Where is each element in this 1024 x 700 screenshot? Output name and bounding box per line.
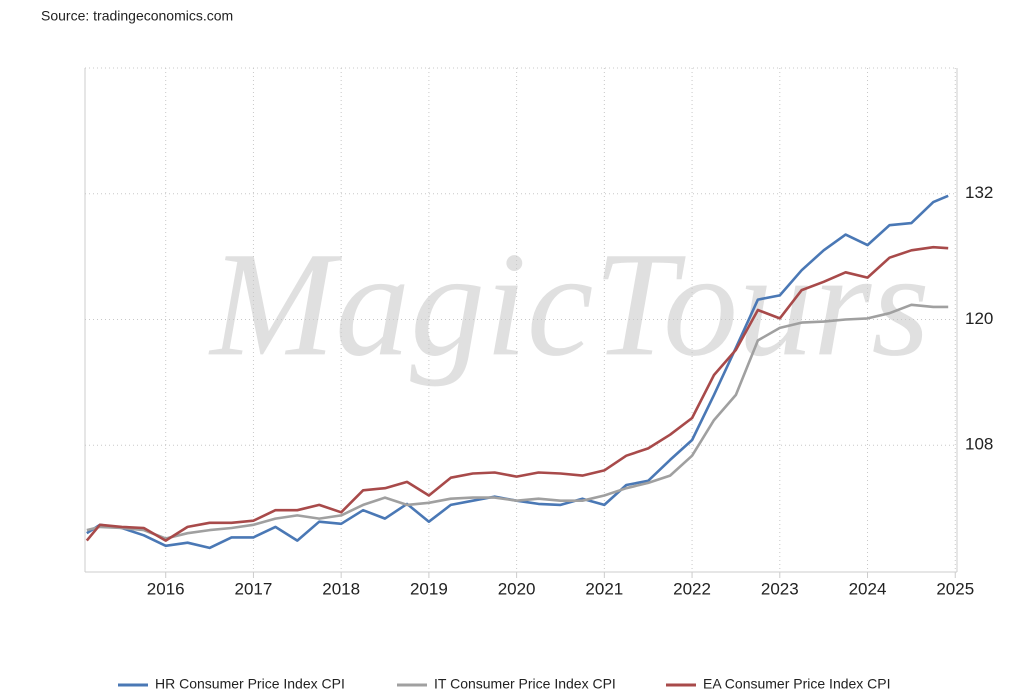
y-tick-label: 120 (965, 309, 993, 328)
x-tick-label: 2021 (585, 579, 623, 598)
legend-label: EA Consumer Price Index CPI (703, 676, 891, 692)
series-line (85, 245, 949, 542)
y-tick-label: 132 (965, 183, 993, 202)
y-tick-label: 108 (965, 435, 993, 454)
x-tick-label: 2019 (410, 579, 448, 598)
legend-label: HR Consumer Price Index CPI (155, 676, 345, 692)
series-line (86, 303, 949, 540)
x-tick-label: 2018 (322, 579, 360, 598)
x-tick-label: 2024 (849, 579, 887, 598)
x-tick-label: 2020 (498, 579, 536, 598)
x-tick-label: 2022 (673, 579, 711, 598)
x-tick-label: 2016 (147, 579, 185, 598)
watermark: MagicTours (208, 221, 930, 387)
x-tick-label: 2025 (936, 579, 974, 598)
x-tick-label: 2023 (761, 579, 799, 598)
legend-label: IT Consumer Price Index CPI (434, 676, 616, 692)
source: Source: tradingeconomics.com (41, 8, 233, 24)
x-tick-label: 2017 (235, 579, 273, 598)
